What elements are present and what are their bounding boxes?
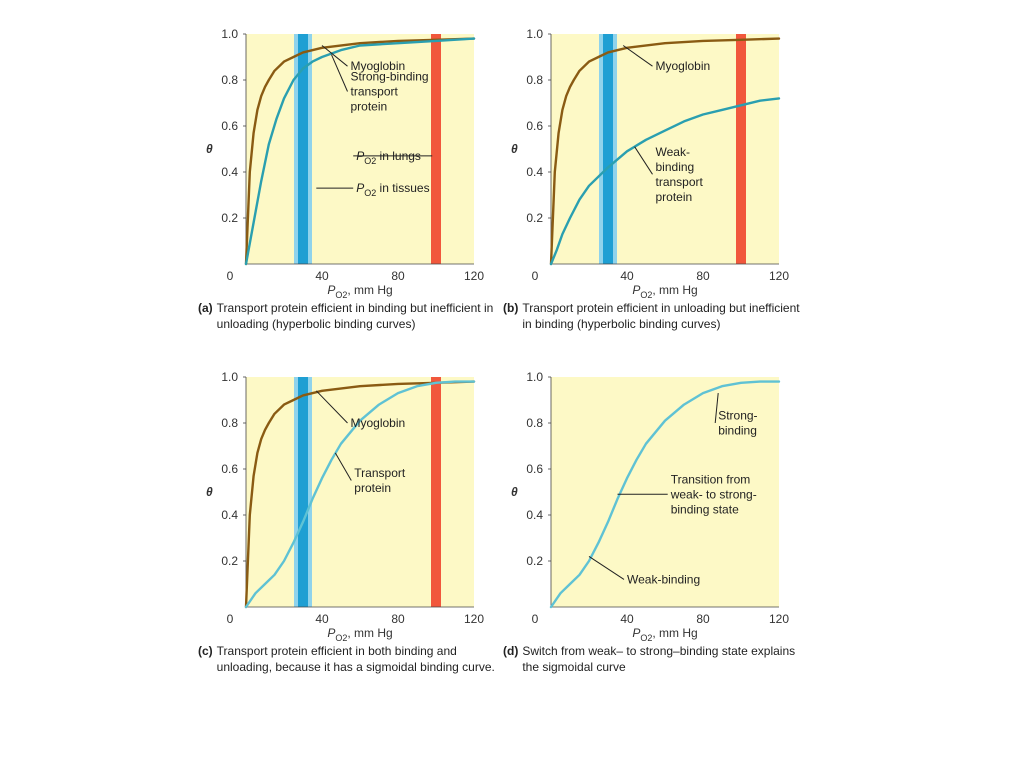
annotation-label-b: Myoglobin [656,59,711,73]
annotation-label-a: PO2 in lungs [356,149,421,166]
x-tick-label-d: 120 [769,612,789,626]
series-line-b-1 [549,97,781,266]
caption-a-text: Transport protein efficient in binding b… [216,301,494,331]
x-tick-label-c: 120 [464,612,484,626]
y-tick-label-b: 1.0 [526,27,543,41]
x-tick-label-c: 80 [391,612,405,626]
annotation-label-d: Weak-binding [627,572,700,586]
x-tick-label-b: 80 [696,269,710,283]
panel-c: 0.2 0.4 0.6 0.8 1.0 0 40 80 120 PO2, mm Hg θ Myoglo… [198,370,498,693]
annotation-label-a: Myoglobin [351,59,406,73]
y-tick-label-a: 1.0 [221,27,238,41]
series-line-a-1 [244,37,476,266]
annotation-label-a: PO2 in tissues [356,181,429,198]
y-tick-label-d: 0.6 [526,462,543,476]
y-tick-label-c: 0.6 [221,462,238,476]
caption-b: (b) Transport protein efficient in unloa… [503,300,803,332]
y-tick-label-a: 0.8 [221,73,238,87]
annotation-leader-a [331,54,348,92]
x-axis-label-b: PO2, mm Hg [632,283,697,300]
annotation-label-d: Transition from weak- to strong-binding s… [670,472,757,516]
annotation-label-d: Strong-binding [718,409,757,438]
caption-d: (d) Switch from weak– to strong–binding … [503,643,803,675]
caption-d-letter: (d) [503,644,519,658]
caption-c: (c) Transport protein efficient in both … [198,643,498,675]
chart-a: 0.2 0.4 0.6 0.8 1.0 0 40 80 120 PO2, mm Hg θ Myoglo… [206,27,484,300]
x-axis-label-a: PO2, mm Hg [327,283,392,300]
y-tick-label-d: 0.2 [526,554,543,568]
series-line-b-0 [549,37,781,266]
annotation-label-c: Transport protein [354,466,406,495]
annotation-leader-d [588,555,625,580]
plot-area-d [551,377,779,607]
chart-d: 0.2 0.4 0.6 0.8 1.0 0 40 80 120 PO2, mm Hg θ Strong… [511,370,789,643]
y-axis-label-a: θ [206,142,213,156]
caption-b-letter: (b) [503,301,519,315]
annotation-leader-c [334,452,352,481]
annotation-label-c: Myoglobin [351,416,406,430]
x-tick-label-a: 40 [315,269,329,283]
y-tick-label-b: 0.6 [526,119,543,133]
chart-c: 0.2 0.4 0.6 0.8 1.0 0 40 80 120 PO2, mm Hg θ Myoglo… [206,370,484,643]
tissue-band-b [603,34,613,264]
chart-b: 0.2 0.4 0.6 0.8 1.0 0 40 80 120 PO2, mm Hg θ Myoglo… [511,27,789,300]
caption-c-letter: (c) [198,644,213,658]
y-tick-label-c: 0.8 [221,416,238,430]
caption-d-text: Switch from weak– to strong–binding stat… [522,644,796,674]
x-tick-label-c: 40 [315,612,329,626]
caption-a: (a) Transport protein efficient in bindi… [198,300,498,332]
x-tick-label-b: 40 [620,269,634,283]
annotation-leader-b [622,45,653,67]
y-tick-label-c: 1.0 [221,370,238,384]
panel-d: 0.2 0.4 0.6 0.8 1.0 0 40 80 120 PO2, mm Hg θ Strong… [503,370,803,693]
y-tick-label-c: 0.2 [221,554,238,568]
y-tick-label-a: 0.4 [221,165,238,179]
x-tick-label-b: 120 [769,269,789,283]
tissue-band-a [298,34,308,264]
x-tick-label-a: 0 [227,269,234,283]
x-axis-label-d: PO2, mm Hg [632,626,697,643]
series-line-c-1 [244,380,476,609]
y-tick-label-d: 1.0 [526,370,543,384]
x-tick-label-d: 40 [620,612,634,626]
series-line-a-0 [244,37,476,266]
annotation-leader-b [634,146,653,175]
y-axis-label-d: θ [511,485,518,499]
x-tick-label-a: 80 [391,269,405,283]
y-tick-label-d: 0.4 [526,508,543,522]
series-line-d-0 [549,380,781,609]
tissue-band-c [298,377,308,607]
y-tick-label-b: 0.2 [526,211,543,225]
y-tick-label-d: 0.8 [526,416,543,430]
panel-a: 0.2 0.4 0.6 0.8 1.0 0 40 80 120 PO2, mm Hg θ Myoglo… [198,27,498,350]
y-axis-label-c: θ [206,485,213,499]
annotation-label-a: Strong-binding transport protein [351,70,429,114]
y-tick-label-a: 0.2 [221,211,238,225]
panel-b: 0.2 0.4 0.6 0.8 1.0 0 40 80 120 PO2, mm Hg θ Myoglo… [503,27,803,350]
x-tick-label-d: 80 [696,612,710,626]
annotation-label-b: Weak-binding transport protein [656,145,704,204]
lung-band-c [431,377,441,607]
y-axis-label-b: θ [511,142,518,156]
series-line-c-0 [244,380,476,609]
x-tick-label-b: 0 [532,269,539,283]
x-tick-label-c: 0 [227,612,234,626]
annotation-leader-d [714,393,719,424]
annotation-leader-c [315,390,348,424]
annotation-leader-a [321,45,348,67]
y-tick-label-b: 0.4 [526,165,543,179]
x-axis-label-c: PO2, mm Hg [327,626,392,643]
y-tick-label-a: 0.6 [221,119,238,133]
caption-a-letter: (a) [198,301,213,315]
y-tick-label-c: 0.4 [221,508,238,522]
caption-c-text: Transport protein efficient in both bind… [216,644,495,674]
lung-band-b [736,34,746,264]
caption-b-text: Transport protein efficient in unloading… [522,301,800,331]
y-tick-label-b: 0.8 [526,73,543,87]
lung-band-a [431,34,441,264]
x-tick-label-d: 0 [532,612,539,626]
x-tick-label-a: 120 [464,269,484,283]
